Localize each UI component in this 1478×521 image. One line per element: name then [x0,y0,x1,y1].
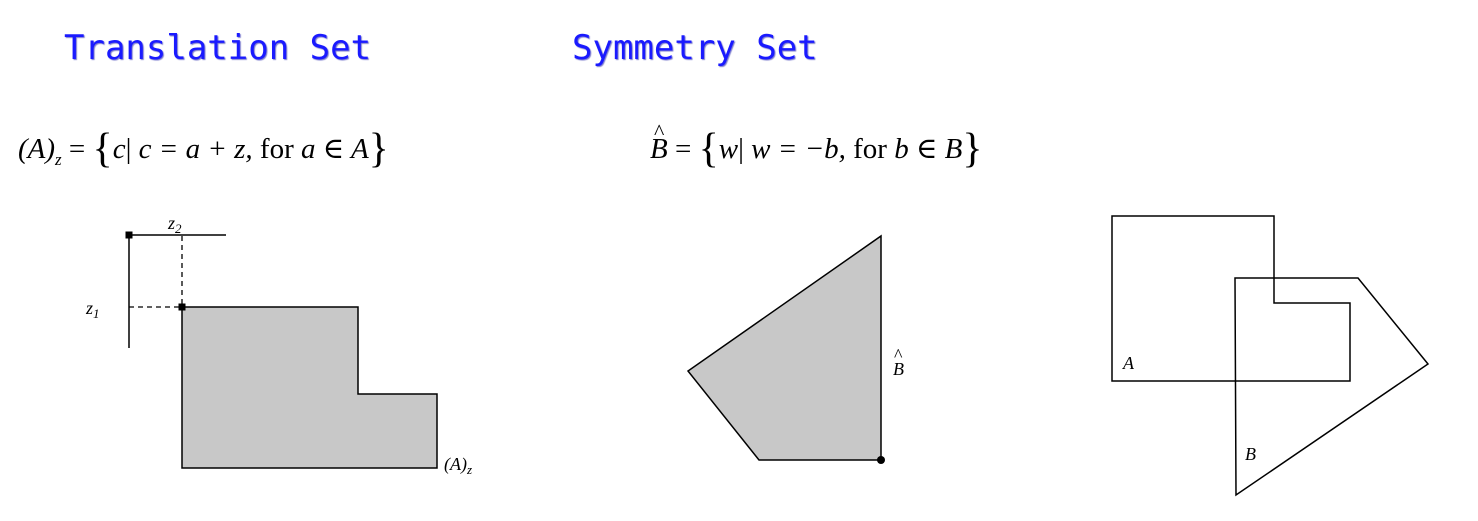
sets-ab-diagram: A B [1111,215,1430,497]
bhat-label: B [893,359,904,379]
formula-lhs: ^ B [650,119,668,165]
heading-translation-set: Translation Set [64,28,372,68]
bhat-hat: ^ [894,345,903,365]
set-b-shape [1234,277,1430,497]
set-a-label: A [1122,353,1135,373]
translated-set-shape [181,306,438,469]
set-a-shape [1111,215,1351,382]
close-brace: } [368,126,389,172]
open-brace: { [92,126,113,172]
reflection-origin-point [877,456,885,464]
formula-symmetry: ^ B = {w| w = −b, for b ∈ B} [650,119,983,172]
heading-symmetry-set: Symmetry Set [572,28,818,68]
close-brace: } [962,126,983,172]
formula-lhs: (A)z [18,133,62,169]
set-b-label: B [1245,444,1256,464]
az-label: (A)z [444,454,472,477]
origin-point [125,231,133,239]
translation-diagram: z2 z1 (A)z [85,213,472,477]
translation-point [178,303,186,311]
formula-translation: (A)z = {c| c = a + z, for a ∈ A} [18,126,389,172]
z1-label: z1 [85,298,100,321]
reflected-set-shape [686,234,882,461]
z2-label: z2 [167,213,182,236]
open-brace: { [698,126,719,172]
symmetry-diagram: B ^ [686,234,904,464]
